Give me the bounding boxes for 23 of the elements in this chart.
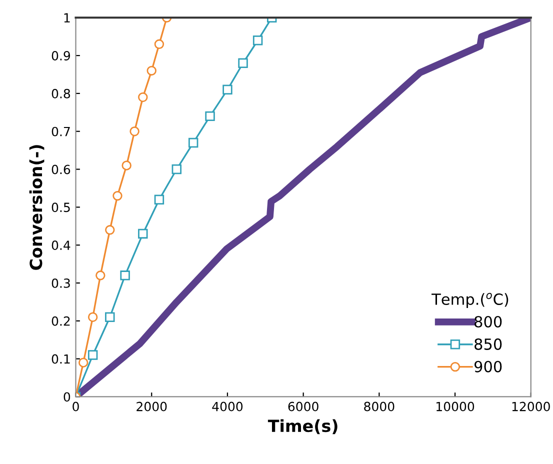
y-tick-label: 0 bbox=[64, 392, 70, 402]
y-tick-label: 0.4 bbox=[52, 240, 70, 250]
x-tick-label: 8000 bbox=[364, 402, 394, 412]
x-axis-title: Time(s) bbox=[268, 419, 338, 434]
x-tick-label: 10000 bbox=[436, 402, 474, 412]
y-tick-label: 1 bbox=[64, 13, 70, 22]
legend-title: Temp.($^{o}$C) bbox=[432, 292, 508, 308]
y-axis-title: Conversion(-) bbox=[29, 145, 44, 270]
x-tick-label: 0 bbox=[72, 402, 79, 412]
y-tick-label: 0.5 bbox=[52, 202, 70, 212]
x-tick-label: 4000 bbox=[212, 402, 243, 412]
y-tick-label: 0.6 bbox=[52, 164, 70, 174]
x-tick-label: 6000 bbox=[288, 402, 318, 412]
y-tick-label: 0.7 bbox=[52, 126, 70, 136]
y-tick-label: 0.9 bbox=[52, 51, 70, 60]
y-tick-label: 0.1 bbox=[52, 354, 70, 364]
y-tick-label: 0.3 bbox=[52, 278, 70, 288]
legend-label: 850 bbox=[474, 338, 502, 350]
x-tick-label: 12000 bbox=[512, 402, 550, 412]
y-tick-label: 0.2 bbox=[52, 316, 70, 326]
y-tick-label: 0.8 bbox=[52, 88, 70, 98]
legend-label: 900 bbox=[474, 360, 502, 372]
x-tick-label: 2000 bbox=[136, 402, 167, 412]
